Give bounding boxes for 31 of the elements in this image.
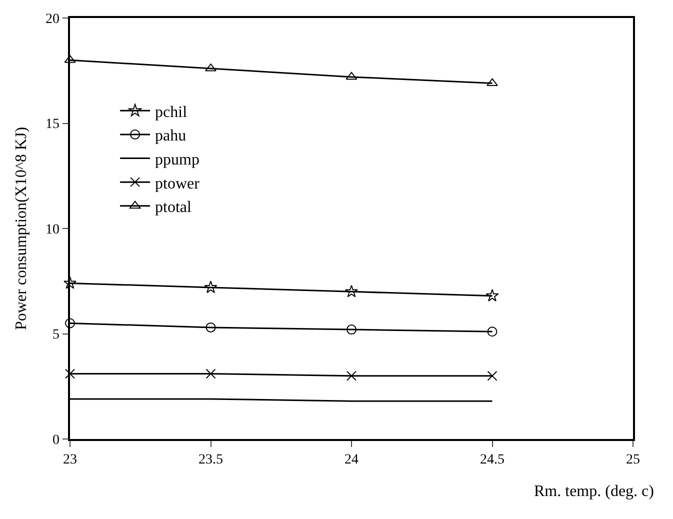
point — [346, 324, 356, 335]
point — [65, 318, 75, 328]
point — [206, 322, 216, 332]
point — [346, 370, 356, 381]
y-tick-label: 5 — [52, 328, 60, 343]
y-tick-label: 0 — [52, 432, 60, 448]
point — [206, 368, 216, 379]
y-axis-title: Power consumption(X10^8 KJ) — [12, 126, 30, 330]
point — [64, 276, 76, 289]
legend-label: pchil — [155, 104, 188, 121]
point — [345, 284, 358, 298]
x-tick-label: 24 — [344, 452, 358, 468]
legend-label: ptotal — [155, 199, 192, 216]
x-axis-title: Rm. temp. (deg. c) — [534, 483, 654, 500]
point — [487, 370, 498, 381]
point — [487, 326, 498, 337]
y-tick-label: 10 — [45, 222, 60, 238]
point — [204, 280, 218, 294]
x-tick-label: 23 — [63, 452, 77, 468]
x-tick-label: 23.5 — [198, 452, 223, 468]
legend-label: pahu — [155, 128, 186, 145]
point — [346, 72, 358, 80]
point — [65, 368, 75, 379]
x-tick-label: 25 — [626, 452, 640, 468]
y-tick-label: 15 — [45, 117, 60, 132]
x-tick-label: 24.5 — [480, 452, 504, 468]
point — [486, 289, 499, 302]
y-tick-label: 20 — [45, 12, 60, 27]
legend-label: ptower — [155, 175, 200, 192]
point — [486, 78, 498, 86]
legend-label: ppump — [155, 152, 200, 169]
